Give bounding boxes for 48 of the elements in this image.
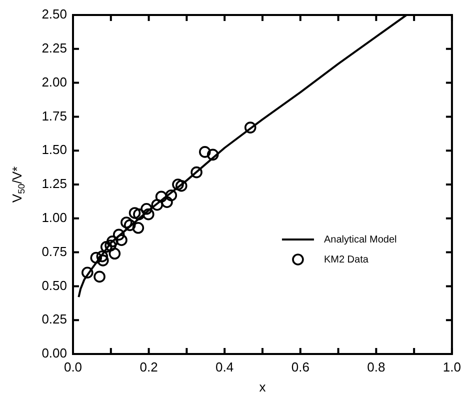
point — [155, 190, 168, 203]
point — [116, 234, 128, 246]
point — [96, 250, 108, 262]
y-tick-label: 0.75 — [42, 244, 67, 259]
point — [100, 240, 112, 253]
x-tick-label: 0.0 — [64, 359, 82, 374]
y-tick-label: 1.50 — [42, 142, 67, 158]
y-tick-label: 0.00 — [42, 346, 67, 361]
y-tick-label: 1.00 — [42, 210, 67, 225]
point — [165, 189, 178, 202]
point — [108, 248, 121, 260]
x-tick-label: 0.8 — [367, 359, 386, 374]
y-tick-label: 0.50 — [42, 278, 67, 293]
point — [140, 203, 152, 215]
legend-label: KM2 Data — [324, 254, 369, 266]
point — [175, 180, 188, 192]
y-tick-label: 1.75 — [42, 108, 67, 124]
point — [97, 254, 109, 266]
point — [161, 196, 173, 208]
y-tick-label: 2.00 — [42, 74, 67, 90]
point — [94, 270, 106, 283]
point — [198, 146, 211, 158]
point — [244, 122, 256, 134]
point — [120, 216, 132, 228]
y-tick-label: 1.25 — [42, 176, 67, 192]
x-axis-title: x — [259, 380, 266, 395]
y-tick-label: 0.25 — [42, 312, 67, 327]
x-tick-label: 0.4 — [216, 359, 234, 374]
y-axis-title: V50/V* — [10, 166, 26, 203]
point — [133, 208, 145, 220]
x-tick-label: 0.2 — [140, 359, 158, 374]
point — [132, 222, 144, 234]
point — [124, 219, 136, 232]
x-tick-label: 0.6 — [291, 359, 310, 374]
point — [151, 198, 164, 211]
legend-label: Analytical Model — [324, 234, 397, 246]
point — [104, 240, 116, 252]
y-tick-label: 2.50 — [42, 6, 67, 22]
point — [190, 166, 202, 178]
x-tick-label: 1.0 — [442, 359, 462, 374]
point — [172, 178, 184, 190]
point — [82, 266, 94, 279]
point — [206, 148, 219, 161]
point — [90, 252, 102, 264]
point — [142, 208, 154, 220]
point — [128, 207, 141, 219]
y-tick-label: 2.25 — [42, 40, 67, 56]
point — [112, 228, 125, 241]
